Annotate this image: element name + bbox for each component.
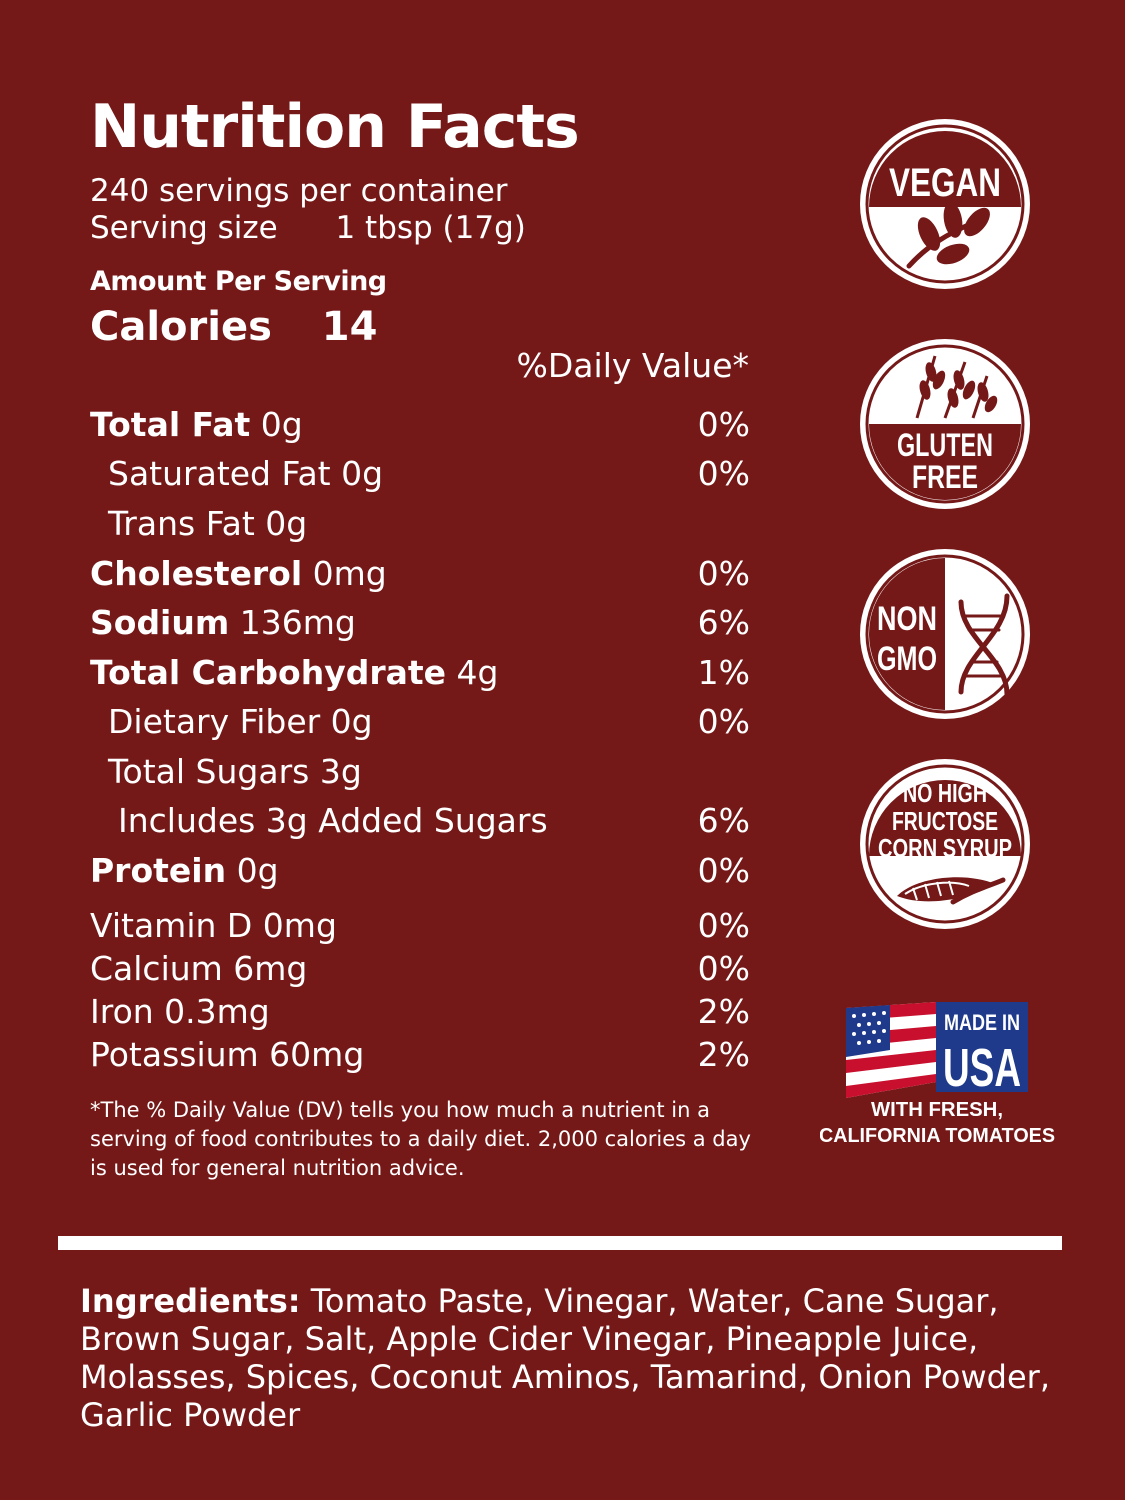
nutrient-dv: 0% bbox=[697, 454, 750, 493]
calories-label: Calories bbox=[90, 304, 272, 350]
nutrient-dv: 0% bbox=[697, 851, 750, 890]
calories-value: 14 bbox=[321, 304, 378, 350]
fructose-label: FRUCTOSE bbox=[892, 806, 998, 836]
nutrient-dv: 0% bbox=[697, 554, 750, 593]
california-tomatoes-caption: CALIFORNIA TOMATOES bbox=[820, 1125, 1055, 1147]
nutrient-amount: 4g bbox=[456, 653, 499, 692]
daily-value-header: %Daily Value* bbox=[516, 346, 749, 385]
serving-size-label: Serving size bbox=[90, 210, 278, 246]
nutrient-label: Saturated Fat 0g bbox=[108, 454, 384, 493]
vitamin-dv: 2% bbox=[697, 1035, 750, 1074]
ingredients-label: Ingredients: bbox=[80, 1282, 301, 1320]
serving-size: Serving size 1 tbsp (17g) bbox=[90, 213, 526, 244]
vitamin-label: Calcium 6mg bbox=[90, 949, 308, 988]
nutrient-label: Includes 3g Added Sugars bbox=[118, 801, 548, 840]
with-fresh-caption: WITH FRESH, bbox=[871, 1099, 1003, 1121]
nutrient-dv: 0% bbox=[697, 405, 750, 444]
vegan-label: VEGAN bbox=[889, 161, 1001, 205]
nutrient-label: Sodium bbox=[90, 603, 230, 642]
vitamin-dv: 2% bbox=[697, 992, 750, 1031]
nutrient-label: Trans Fat 0g bbox=[108, 504, 308, 543]
amount-per-serving: Amount Per Serving bbox=[90, 266, 387, 297]
corn-syrup-label: CORN SYRUP bbox=[878, 833, 1012, 863]
nutrient-amount: 0g bbox=[236, 851, 279, 890]
nutrient-dv: 1% bbox=[697, 653, 750, 692]
section-divider bbox=[58, 1236, 1062, 1250]
nutrient-label: Protein bbox=[90, 851, 227, 890]
nutrient-label: Dietary Fiber 0g bbox=[108, 702, 373, 741]
vitamin-label: Iron 0.3mg bbox=[90, 992, 270, 1031]
servings-per-container: 240 servings per container bbox=[90, 173, 508, 209]
usa-label: USA bbox=[943, 1038, 1021, 1098]
vitamin-dv: 0% bbox=[697, 906, 750, 945]
ingredients-text: Tomato Paste, Vinegar, Water, Cane Sugar… bbox=[80, 1282, 1050, 1434]
nutrient-dv: 6% bbox=[697, 603, 750, 642]
calories: Calories 14 bbox=[90, 304, 377, 350]
wheat-icon bbox=[915, 355, 998, 419]
serving-size-value: 1 tbsp (17g) bbox=[335, 210, 526, 246]
vitamin-label: Potassium 60mg bbox=[90, 1035, 365, 1074]
nutrient-label: Total Fat bbox=[90, 405, 251, 444]
leaf-branch-icon bbox=[906, 202, 990, 269]
gmo-label: GMO bbox=[877, 640, 937, 678]
gluten-free-badge: GLUTEN FREE bbox=[860, 339, 1030, 509]
nutrient-amount: 0g bbox=[260, 405, 303, 444]
free-label: FREE bbox=[912, 459, 978, 495]
nutrient-amount: 136mg bbox=[239, 603, 356, 642]
nutrient-label: Total Carbohydrate bbox=[90, 653, 447, 692]
corn-icon bbox=[897, 877, 1006, 905]
ingredients: Ingredients: Tomato Paste, Vinegar, Wate… bbox=[80, 1282, 1070, 1434]
vitamin-dv: 0% bbox=[697, 949, 750, 988]
nutrient-dv: 6% bbox=[697, 801, 750, 840]
no-high-label: NO HIGH bbox=[903, 778, 987, 808]
gluten-label: GLUTEN bbox=[897, 427, 993, 463]
made-in-label: MADE IN bbox=[944, 1010, 1020, 1035]
no-hfcs-badge: NO HIGH FRUCTOSE CORN SYRUP bbox=[860, 759, 1030, 929]
non-gmo-badge: NON GMO bbox=[860, 549, 1030, 719]
nutrient-label: Total Sugars 3g bbox=[108, 752, 362, 791]
us-flag-icon bbox=[846, 1002, 936, 1098]
vitamin-label: Vitamin D 0mg bbox=[90, 906, 337, 945]
made-in-usa-badge: MADE IN USA WITH FRESH, CALIFORNIA TOMAT… bbox=[820, 1002, 1055, 1147]
nutrient-label: Cholesterol bbox=[90, 554, 303, 593]
vegan-badge: VEGAN bbox=[860, 119, 1030, 289]
nutrient-dv: 0% bbox=[697, 702, 750, 741]
nutrition-facts-title: Nutrition Facts bbox=[90, 92, 580, 162]
nutrient-amount: 0mg bbox=[312, 554, 387, 593]
dna-icon bbox=[958, 593, 1010, 697]
non-label: NON bbox=[877, 600, 937, 638]
daily-value-footnote: *The % Daily Value (DV) tells you how mu… bbox=[90, 1098, 751, 1180]
